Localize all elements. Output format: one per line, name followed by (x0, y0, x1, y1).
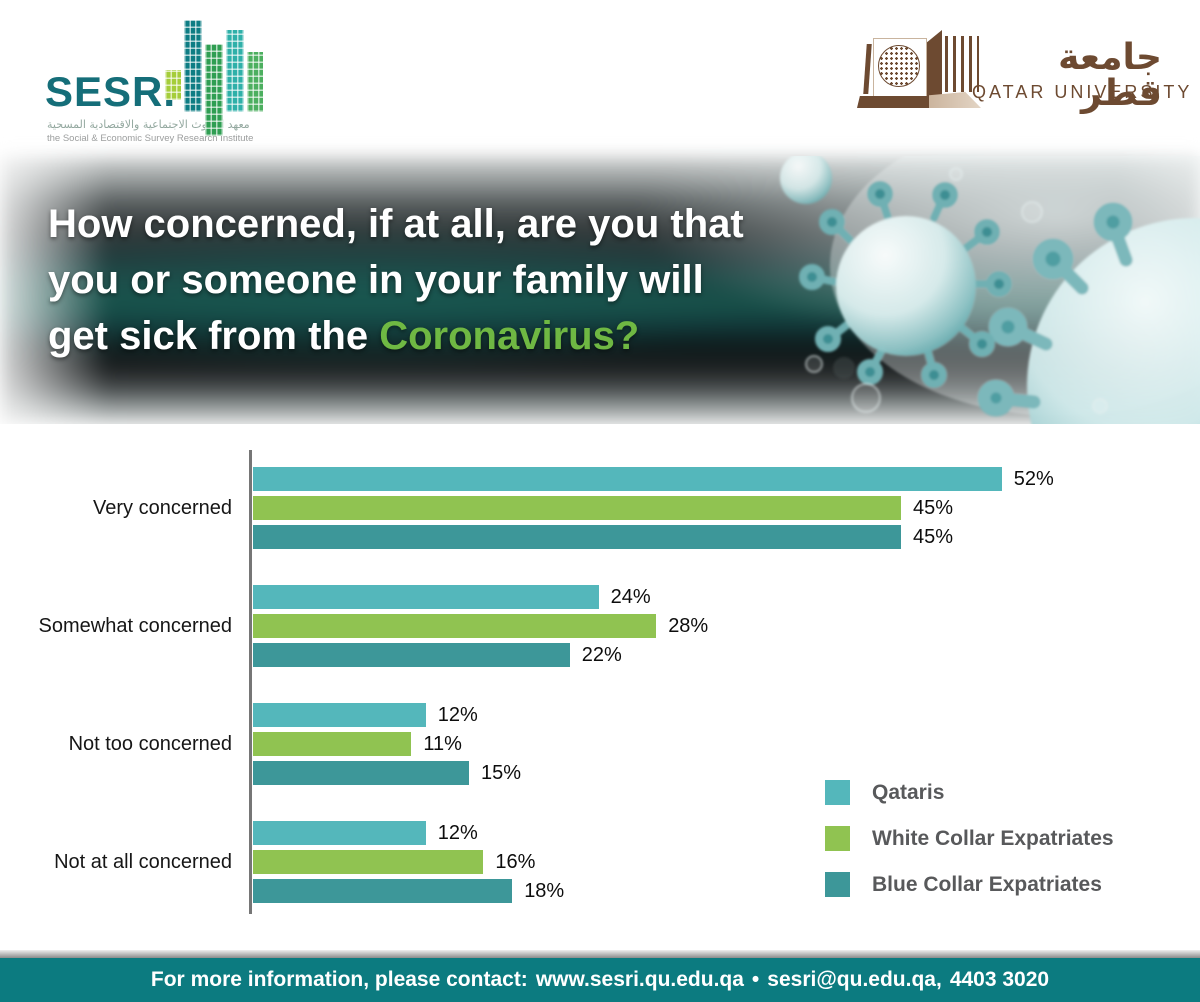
bar-qataris (253, 703, 426, 727)
bar-qataris (253, 821, 426, 845)
bar-row: 16% (253, 850, 564, 874)
legend-item: White Collar Expatriates (825, 826, 1114, 851)
bar-blue-collar-expatriates (253, 643, 570, 667)
bar-blue-collar-expatriates (253, 525, 901, 549)
bar-value-label: 45% (913, 496, 954, 519)
bar-row: 18% (253, 879, 564, 903)
legend-swatch-icon (825, 780, 850, 805)
bar-row: 12% (253, 821, 564, 845)
bar-row: 11% (253, 732, 521, 756)
category-bars: 52% 45% 45% (253, 467, 1054, 549)
chart-groups: Very concerned 52% 45% 45% Somewhat concerne… (0, 467, 1200, 939)
bar-white-collar-expatriates (253, 496, 901, 520)
bar-qataris (253, 467, 1002, 491)
legend-label: Qataris (872, 780, 945, 804)
chart-group: Not too concerned 12% 11% 15% (0, 703, 1200, 785)
sesri-tagline: the Social & Economic Survey Research In… (47, 133, 254, 144)
bar-value-label: 11% (423, 732, 462, 755)
footer-prefix: For more information, please contact: (150, 968, 528, 991)
coronavirus-illustration (780, 156, 1200, 424)
footer-contact-bar: For more information, please contact: ww… (0, 958, 1200, 1002)
dome-icon (878, 45, 920, 87)
bar-row: 28% (253, 614, 708, 638)
building-column-icon (165, 70, 181, 100)
bar-row: 45% (253, 525, 1054, 549)
legend-label: Blue Collar Expatriates (872, 872, 1102, 896)
bar-value-label: 52% (1013, 467, 1054, 490)
header: SESRI معهد البحوث الاجتماعية والاقتصادية… (0, 0, 1200, 144)
bar-value-label: 22% (581, 643, 622, 666)
bar-row: 12% (253, 703, 521, 727)
legend-item: Qataris (825, 780, 1114, 805)
category-bars: 12% 16% 18% (253, 821, 564, 903)
footer-website: www.sesri.qu.edu.qa (535, 968, 744, 991)
banner-title: How concerned, if at all, are you that y… (0, 156, 1200, 364)
bar-white-collar-expatriates (253, 850, 484, 874)
footer-separator-dot: • (751, 968, 760, 991)
bar-row: 45% (253, 496, 1054, 520)
bar-white-collar-expatriates (253, 614, 657, 638)
chart-group: Somewhat concerned 24% 28% 22% (0, 585, 1200, 667)
building-column-icon (205, 44, 223, 136)
chart-group: Not at all concerned 12% 16% 18% (0, 821, 1200, 903)
footer-divider (0, 950, 1200, 958)
bar-value-label: 45% (913, 525, 954, 548)
bar-value-label: 12% (437, 821, 478, 844)
bar-value-label: 15% (481, 761, 522, 784)
legend-swatch-icon (825, 872, 850, 897)
bar-white-collar-expatriates (253, 732, 412, 756)
chart-legend: Qataris White Collar Expatriates Blue Coll… (825, 780, 1114, 918)
bar-qataris (253, 585, 599, 609)
building-column-icon (226, 30, 244, 112)
bar-row: 52% (253, 467, 1054, 491)
bar-row: 15% (253, 761, 521, 785)
sesri-arabic-name: معهد البحوث الاجتماعية والاقتصادية المسح… (47, 118, 250, 131)
legend-label: White Collar Expatriates (872, 826, 1114, 850)
legend-item: Blue Collar Expatriates (825, 872, 1114, 897)
bar-row: 22% (253, 643, 708, 667)
category-label: Very concerned (93, 497, 232, 519)
building-column-icon (184, 20, 202, 112)
building-column-icon (247, 52, 263, 112)
footer-email: sesri@qu.edu.qa, (767, 968, 942, 991)
bar-row: 24% (253, 585, 708, 609)
bar-value-label: 24% (610, 585, 651, 608)
sesri-wordmark: SESRI (45, 68, 177, 115)
qatar-university-emblem-icon (857, 30, 981, 114)
title-line-3: get sick from the Coronavirus? (48, 308, 1200, 364)
qu-arabic-name: جامعة قطر (1058, 37, 1162, 114)
category-label: Not too concerned (68, 733, 232, 755)
title-line-3-prefix: get sick from the (48, 314, 369, 358)
chart-y-axis-line (249, 450, 252, 914)
legend-swatch-icon (825, 826, 850, 851)
bar-value-label: 18% (524, 879, 565, 902)
category-bars: 24% 28% 22% (253, 585, 708, 667)
bar-value-label: 16% (495, 850, 536, 873)
bar-value-label: 12% (437, 703, 478, 726)
bar-chart: Very concerned 52% 45% 45% Somewhat concerne… (0, 424, 1200, 942)
category-label: Somewhat concerned (38, 615, 232, 637)
sesri-logo: SESRI معهد البحوث الاجتماعية والاقتصادية… (45, 18, 405, 144)
chart-group: Very concerned 52% 45% 45% (0, 467, 1200, 549)
qu-wordmark: QATAR UNIVERSITY (972, 82, 1193, 102)
coronavirus-highlight: Coronavirus? (379, 314, 640, 358)
category-bars: 12% 11% 15% (253, 703, 521, 785)
bar-blue-collar-expatriates (253, 761, 469, 785)
qatar-university-logo: جامعة قطر QATAR UNIVERSITY (857, 22, 1193, 118)
category-label: Not at all concerned (54, 851, 232, 873)
bar-blue-collar-expatriates (253, 879, 513, 903)
bar-value-label: 28% (668, 614, 709, 637)
title-banner: How concerned, if at all, are you that y… (0, 156, 1200, 424)
title-line-2: you or someone in your family will (48, 258, 704, 302)
footer-phone: 4403 3020 (949, 968, 1050, 991)
title-line-1: How concerned, if at all, are you that (48, 202, 744, 246)
sesri-buildings-icon (165, 18, 315, 136)
